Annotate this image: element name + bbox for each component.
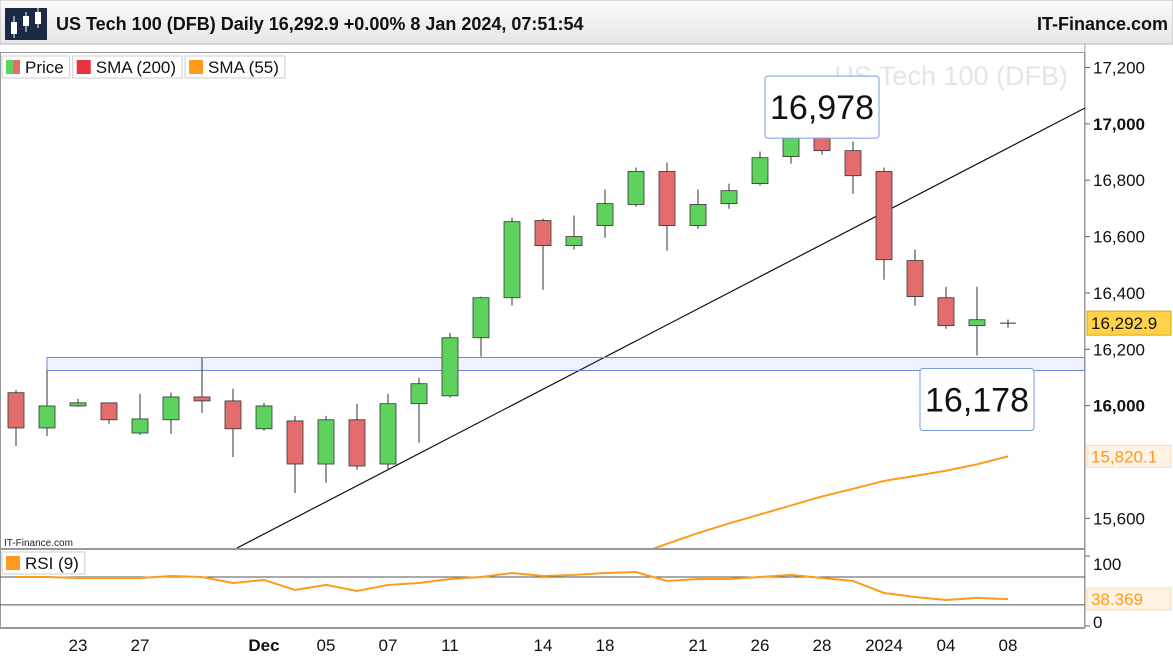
rsi-tag-label: 38.369 bbox=[1091, 590, 1143, 609]
price-plot bbox=[7, 130, 1085, 548]
candle-body bbox=[162, 396, 180, 421]
y-tick-label: 17,200 bbox=[1093, 59, 1145, 78]
legend-label: Price bbox=[25, 58, 64, 77]
rsi-tag bbox=[1086, 587, 1172, 611]
legend-swatch bbox=[76, 60, 91, 74]
x-tick-label: 2024 bbox=[865, 636, 903, 655]
rsi-line bbox=[16, 570, 1009, 601]
legend-item: Price bbox=[1, 55, 71, 79]
x-tick-label: 08 bbox=[999, 636, 1018, 655]
legend-swatch bbox=[6, 556, 20, 570]
candle-body bbox=[317, 419, 335, 465]
legend-item: SMA (55) bbox=[184, 55, 286, 79]
legend-box bbox=[72, 55, 183, 79]
candle-body bbox=[410, 383, 428, 405]
candle-body bbox=[968, 319, 986, 327]
candle-body bbox=[658, 171, 676, 226]
price-tag bbox=[1086, 310, 1172, 336]
legend-label: RSI (9) bbox=[25, 554, 79, 573]
candle-body bbox=[69, 402, 87, 407]
sma-line bbox=[652, 455, 1009, 548]
candle-body bbox=[7, 392, 25, 429]
price-tag-label: 15,820.1 bbox=[1091, 447, 1157, 466]
x-tick-label: 21 bbox=[689, 636, 708, 655]
legend-box bbox=[1, 551, 86, 575]
y-tick-label: 16,800 bbox=[1093, 171, 1145, 190]
rsi-plot bbox=[0, 570, 1085, 606]
candle-body bbox=[596, 203, 614, 226]
y-tick-label: 16,000 bbox=[1093, 397, 1145, 416]
x-tick-label: 18 bbox=[596, 636, 615, 655]
legend-item: RSI (9) bbox=[1, 551, 86, 575]
candle-body bbox=[906, 260, 924, 298]
candle-body bbox=[348, 419, 366, 467]
annotation-label: 16,178 bbox=[925, 382, 1029, 420]
candle-body bbox=[751, 157, 769, 185]
header-title: US Tech 100 (DFB) Daily 16,292.9 +0.00% … bbox=[56, 14, 583, 34]
y-tick-label: 16,600 bbox=[1093, 228, 1145, 247]
y-tick-label: 16,400 bbox=[1093, 284, 1145, 303]
candle-body bbox=[813, 137, 831, 152]
legend-swatch bbox=[13, 60, 20, 74]
candle-body bbox=[100, 402, 118, 421]
header-bar bbox=[0, 0, 1173, 45]
candle-body bbox=[441, 337, 459, 397]
x-tick-label: 23 bbox=[69, 636, 88, 655]
x-tick-label: 05 bbox=[317, 636, 336, 655]
y-tick-label: 16,200 bbox=[1093, 340, 1145, 359]
candle-body bbox=[720, 190, 738, 205]
x-tick-label: 28 bbox=[813, 636, 832, 655]
candle-body bbox=[534, 220, 552, 247]
x-tick-label: Dec bbox=[248, 636, 279, 655]
candle-body bbox=[472, 297, 490, 339]
y-tick-label: 15,600 bbox=[1093, 509, 1145, 528]
candle-body bbox=[627, 171, 645, 205]
y-tick-label: 17,000 bbox=[1093, 115, 1145, 134]
legend-box bbox=[184, 55, 286, 79]
annotation-box bbox=[919, 368, 1035, 432]
trend-line bbox=[236, 107, 1085, 548]
source: IT-Finance.com bbox=[4, 538, 73, 549]
rsi-panel bbox=[0, 549, 1085, 628]
header-icon bbox=[5, 8, 47, 40]
x-tick-label: 04 bbox=[937, 636, 956, 655]
candle-body bbox=[565, 236, 583, 247]
annotation-label: 16,978 bbox=[770, 89, 874, 127]
legend-label: SMA (55) bbox=[208, 58, 279, 77]
price-panel bbox=[0, 52, 1085, 549]
x-tick-label: 14 bbox=[534, 636, 553, 655]
price-tag-label: 16,292.9 bbox=[1091, 314, 1157, 333]
candle-body bbox=[782, 136, 800, 157]
candle-body bbox=[38, 405, 56, 429]
candle-body bbox=[875, 171, 893, 261]
candle-body bbox=[379, 403, 397, 465]
price-tag bbox=[1086, 444, 1172, 468]
annotation-box bbox=[764, 75, 880, 139]
candle-body bbox=[224, 400, 242, 430]
candle-body bbox=[937, 297, 955, 327]
x-tick-label: 07 bbox=[379, 636, 398, 655]
support-band bbox=[46, 357, 1085, 372]
x-tick-label: 26 bbox=[751, 636, 770, 655]
candle-body bbox=[503, 221, 521, 299]
candle-body bbox=[844, 150, 862, 177]
candle-body bbox=[255, 405, 273, 430]
candle-body bbox=[131, 418, 149, 434]
candle-body bbox=[689, 204, 707, 227]
x-tick-label: 11 bbox=[441, 636, 459, 655]
candle-body bbox=[286, 420, 304, 465]
legend-swatch bbox=[189, 60, 204, 74]
legend-item: SMA (200) bbox=[72, 55, 183, 79]
y-tick-label: 0 bbox=[1093, 613, 1102, 632]
candle-body bbox=[193, 396, 211, 402]
legend-swatch bbox=[6, 60, 13, 74]
y-tick-label: 100 bbox=[1093, 555, 1121, 574]
legend-label: SMA (200) bbox=[96, 58, 176, 77]
x-tick-label: 27 bbox=[131, 636, 150, 655]
header-brand: IT-Finance.com bbox=[1037, 14, 1168, 34]
